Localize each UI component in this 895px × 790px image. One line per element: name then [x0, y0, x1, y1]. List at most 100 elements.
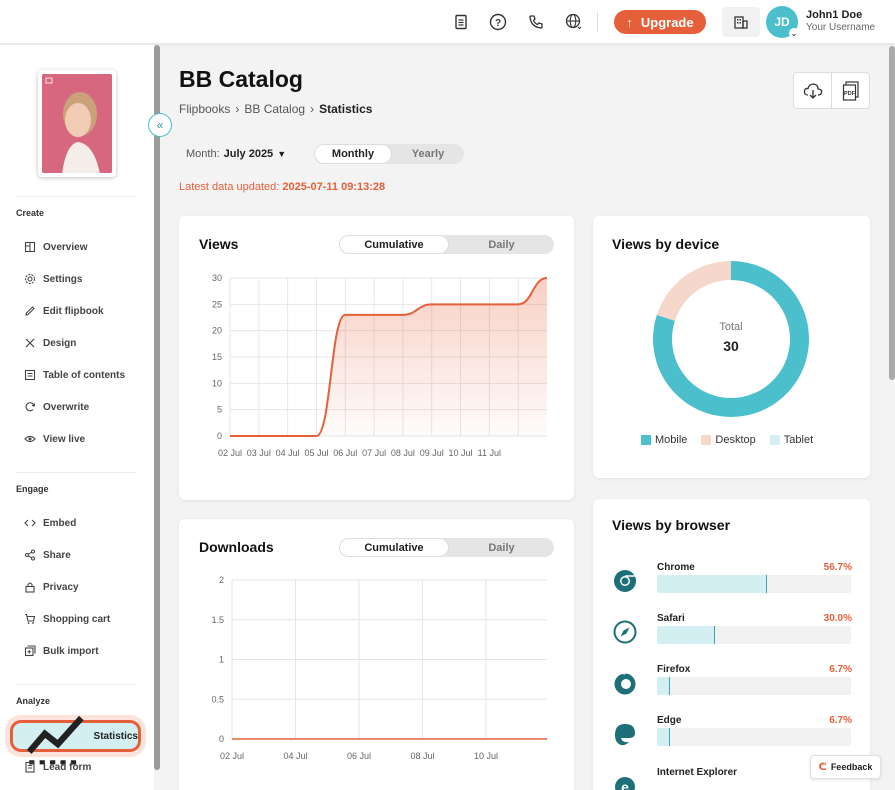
lead-form-icon — [25, 761, 35, 773]
upgrade-button[interactable]: ↑ Upgrade — [614, 10, 706, 34]
document-icon[interactable] — [451, 12, 471, 32]
building-icon — [734, 16, 748, 29]
browser-percentage: 56.7% — [823, 562, 852, 573]
sidebar-item-embed[interactable]: Embed — [24, 514, 76, 532]
embed-icon — [24, 519, 36, 527]
sidebar-item-statistics[interactable]: Statistics — [13, 715, 138, 765]
sidebar-item-settings[interactable]: Settings — [24, 270, 82, 288]
period-toggle: Monthly Yearly — [314, 144, 464, 164]
y-tick-label: 0.5 — [211, 694, 224, 704]
downloads-chart: 0 0.5 1 1.5 2 02 Jul 04 Jul 06 Jul 08 Jul 10 Jul — [211, 575, 547, 761]
download-button[interactable] — [794, 73, 832, 108]
organization-button[interactable] — [722, 7, 760, 37]
sidebar-item-lead-form[interactable]: Lead form — [24, 758, 91, 776]
x-tick-label: 02 Jul — [220, 751, 244, 761]
help-icon[interactable]: ? — [488, 12, 508, 32]
privacy-icon — [25, 582, 35, 593]
edit-flipbook-icon — [25, 306, 35, 316]
y-tick-label: 1 — [219, 655, 224, 665]
browser-name: Internet Explorer — [657, 767, 738, 778]
sidebar-item-edit-flipbook[interactable]: Edit flipbook — [24, 302, 104, 320]
bulk-import-icon — [24, 645, 36, 657]
chrome-icon — [614, 570, 636, 592]
sidebar-item-bulk-import[interactable]: Bulk import — [24, 642, 99, 660]
collapse-sidebar-button[interactable]: « — [148, 113, 172, 137]
legend-desktop: Desktop — [701, 434, 756, 446]
browser-percentage: 30.0% — [823, 613, 852, 624]
browser-bar-fill — [657, 626, 716, 644]
browser-bar-track — [657, 626, 851, 644]
views-mode-toggle: Cumulative Daily — [339, 235, 554, 254]
firefox-icon — [614, 672, 636, 695]
browser-row-firefox: Firefox 6.7% — [612, 664, 852, 704]
month-selector[interactable]: Month: July 2025 ▼ — [186, 148, 287, 160]
sidebar-item-overwrite[interactable]: Overwrite — [24, 398, 89, 416]
views-line — [229, 277, 548, 437]
y-tick-label: 10 — [212, 378, 222, 388]
downloads-title: Downloads — [199, 539, 274, 555]
x-tick-label: 10 Jul — [474, 751, 498, 761]
x-tick-label: 06 Jul — [347, 751, 371, 761]
pdf-icon: PDF — [842, 80, 859, 101]
device-donut-chart — [653, 261, 809, 417]
sidebar-divider — [16, 196, 136, 197]
donut-slice-desktop — [656, 261, 731, 321]
x-tick-label: 05 Jul — [304, 448, 328, 458]
tab-daily[interactable]: Daily — [488, 238, 515, 251]
y-tick-label: 1.5 — [211, 615, 224, 625]
sidebar-item-view-live[interactable]: View live — [24, 430, 85, 448]
overview-icon — [24, 241, 36, 253]
browser-title: Views by browser — [612, 517, 731, 533]
phone-icon[interactable] — [526, 12, 546, 32]
tab-daily[interactable]: Daily — [488, 541, 515, 554]
top-header: ? ↑ Upgrade JD ⌄ John1 Doe Your Username — [0, 0, 895, 44]
breadcrumb: Flipbooks › BB Catalog › Statistics — [179, 102, 372, 116]
breadcrumb-separator-icon: › — [235, 102, 240, 116]
tab-monthly[interactable]: Monthly — [314, 144, 392, 164]
browser-bar-track — [657, 677, 851, 695]
browser-name: Chrome — [657, 562, 695, 573]
design-icon — [25, 338, 35, 348]
browser-bar-track — [657, 728, 851, 746]
sidebar-item-shopping-cart[interactable]: Shopping cart — [24, 610, 110, 628]
page-scrollbar[interactable] — [889, 46, 895, 380]
overwrite-icon — [25, 402, 36, 412]
avatar[interactable]: JD ⌄ — [766, 6, 799, 38]
x-tick-label: 04 Jul — [276, 448, 300, 458]
globe-icon[interactable] — [564, 12, 584, 32]
sidebar-item-privacy[interactable]: Privacy — [24, 578, 79, 596]
page-title: BB Catalog — [179, 66, 303, 92]
svg-text:PDF: PDF — [844, 91, 856, 97]
breadcrumb-flipbooks[interactable]: Flipbooks — [179, 102, 231, 116]
downloads-mode-toggle: Cumulative Daily — [339, 538, 554, 557]
shopping-cart-icon — [25, 613, 36, 624]
sidebar-section-analyze: Analyze — [16, 696, 51, 706]
y-tick-label: 0 — [217, 431, 222, 441]
x-tick-label: 03 Jul — [247, 448, 271, 458]
last-updated: Latest data updated: 2025-07-11 09:13:28 — [179, 181, 386, 193]
sidebar-item-overview[interactable]: Overview — [24, 238, 87, 256]
browser-name: Safari — [657, 613, 685, 624]
x-tick-label: 04 Jul — [283, 751, 307, 761]
feedback-button[interactable]: ᕦ Feedback — [810, 755, 881, 779]
view-live-icon — [24, 435, 36, 443]
tab-cumulative[interactable]: Cumulative — [339, 538, 449, 557]
flipbook-thumbnail[interactable] — [38, 70, 116, 177]
breadcrumb-catalog[interactable]: BB Catalog — [244, 102, 306, 116]
x-tick-label: 09 Jul — [420, 448, 444, 458]
safari-icon — [613, 620, 637, 644]
pdf-button[interactable]: PDF — [832, 73, 869, 108]
donut-total-value: 30 — [723, 338, 739, 354]
sidebar-item-share[interactable]: Share — [24, 546, 71, 564]
x-tick-label: 07 Jul — [362, 448, 386, 458]
browser-percentage: 6.7% — [829, 664, 852, 675]
user-username: Your Username — [806, 22, 876, 33]
sidebar-divider — [16, 684, 136, 685]
sidebar-scrollbar[interactable] — [154, 45, 160, 770]
sidebar-divider — [16, 472, 136, 473]
chevron-down-icon: ⌄ — [789, 28, 799, 38]
sidebar-item-table-of-contents[interactable]: Table of contents — [24, 366, 125, 384]
tab-yearly[interactable]: Yearly — [411, 148, 445, 160]
tab-cumulative[interactable]: Cumulative — [339, 235, 449, 254]
sidebar-item-design[interactable]: Design — [24, 334, 76, 352]
